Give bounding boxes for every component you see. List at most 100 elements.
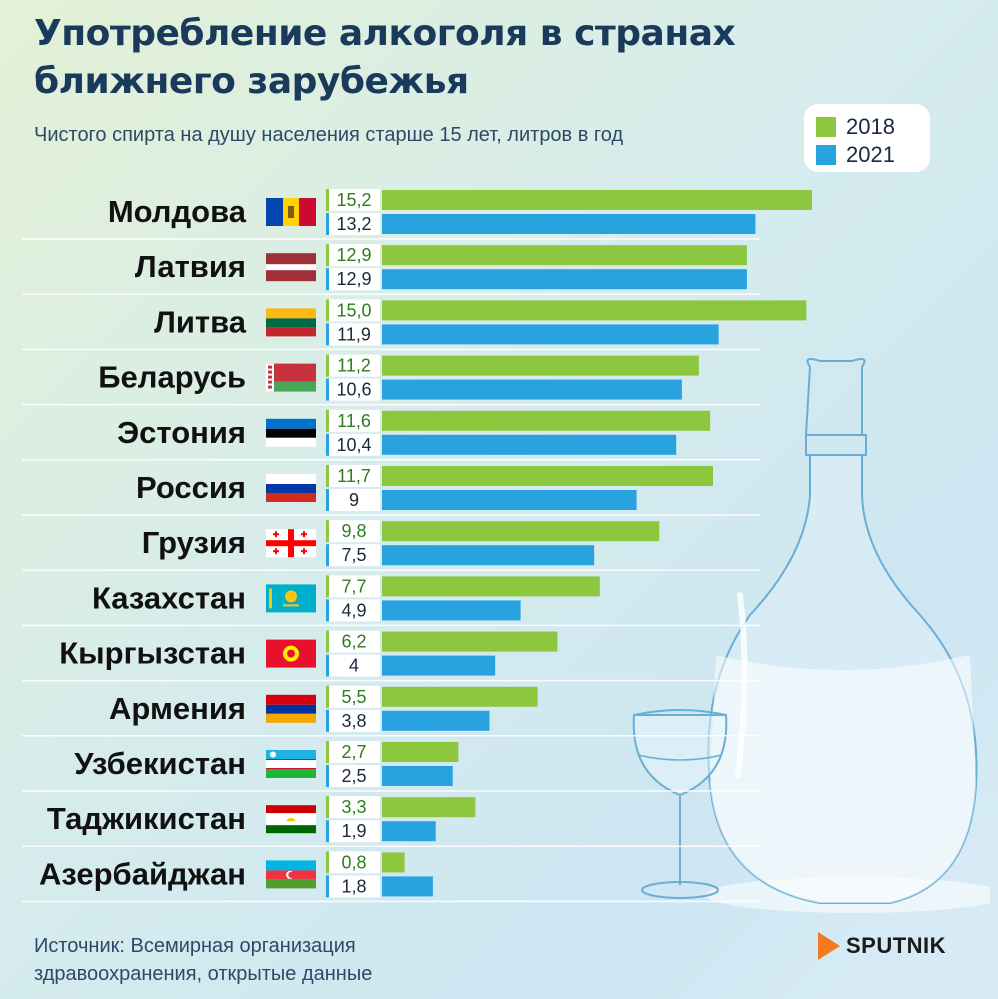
value-box <box>326 465 380 487</box>
bar-2018-belarus <box>382 355 699 376</box>
value-box <box>326 709 380 732</box>
flag-russia-icon <box>266 474 316 502</box>
bar-2018-latvia <box>382 245 747 266</box>
bar-2018-azerbaijan <box>382 852 405 873</box>
legend-item-2021: 2021 <box>816 142 895 167</box>
value-label-2018: 15,0 <box>336 300 371 320</box>
value-box-accent <box>326 268 329 291</box>
country-row-kyrgyzstan: Кыргызстан 6,2 4 <box>22 630 760 682</box>
value-label-2018: 2,7 <box>341 742 366 762</box>
country-label: Армения <box>109 691 246 726</box>
value-box-accent <box>326 575 329 598</box>
value-box <box>326 796 380 819</box>
country-label: Узбекистан <box>74 746 246 781</box>
flag-lithuania-icon <box>266 308 316 337</box>
bar-2021-latvia <box>382 269 747 290</box>
value-box-accent <box>326 409 329 432</box>
bar-2018-uzbekistan <box>382 742 459 762</box>
country-row-russia: Россия 11,7 9 <box>22 465 760 516</box>
value-label-2018: 11,2 <box>337 356 371 376</box>
value-box-accent <box>326 875 329 898</box>
brand-name: SPUTNIK <box>846 933 947 958</box>
value-label-2021: 11,9 <box>337 324 371 344</box>
bar-2021-georgia <box>382 545 595 566</box>
bar-2018-georgia <box>382 521 660 542</box>
country-row-uzbekistan: Узбекистан 2,7 2,5 <box>22 741 760 792</box>
country-label: Россия <box>136 470 246 505</box>
country-row-belarus: Беларусь 11,2 10,6 <box>22 354 760 406</box>
bar-2021-estonia <box>382 434 677 455</box>
country-label: Эстония <box>117 415 246 450</box>
country-row-tajikistan: Таджикистан 3,3 1,9 <box>22 796 760 847</box>
country-row-georgia: Грузия 9,8 7,5 <box>22 520 760 571</box>
value-box-accent <box>326 654 329 677</box>
value-box <box>326 741 380 763</box>
bar-2018-kazakhstan <box>382 576 600 597</box>
country-row-lithuania: Литва 15,0 11,9 <box>22 299 807 351</box>
country-row-armenia: Армения 5,5 3,8 <box>22 685 760 737</box>
value-label-2021: 4 <box>349 656 359 676</box>
value-box <box>326 851 380 874</box>
country-label: Грузия <box>142 525 246 560</box>
value-label-2018: 11,6 <box>337 411 371 431</box>
flag-georgia-icon <box>266 529 316 558</box>
country-row-kazakhstan: Казахстан 7,7 4,9 <box>22 575 760 627</box>
country-label: Азербайджан <box>39 856 246 891</box>
bar-2018-lithuania <box>382 300 807 321</box>
brand-logo: SPUTNIK <box>818 932 946 960</box>
country-label: Таджикистан <box>47 801 246 836</box>
legend-item-2018: 2018 <box>816 114 895 139</box>
source-line-1: Источник: Всемирная организация <box>34 935 356 957</box>
bar-2021-azerbaijan <box>382 876 433 897</box>
value-label-2021: 9 <box>349 490 359 510</box>
legend-label-2021: 2021 <box>846 142 895 167</box>
value-box-accent <box>326 354 329 377</box>
value-box-accent <box>326 544 329 567</box>
value-box <box>326 354 380 377</box>
value-box <box>326 244 380 267</box>
flag-belarus-icon <box>266 363 316 392</box>
value-box-accent <box>326 796 329 819</box>
value-label-2021: 12,9 <box>336 269 371 289</box>
value-box-accent <box>326 851 329 874</box>
value-box-accent <box>326 433 329 456</box>
value-box-accent <box>326 820 329 843</box>
bottle-illustration <box>632 358 990 913</box>
value-label-2021: 10,4 <box>336 435 371 455</box>
value-box <box>326 820 380 843</box>
value-box <box>326 630 380 653</box>
flag-kazakhstan-icon <box>266 584 316 613</box>
bar-2021-tajikistan <box>382 821 436 842</box>
flag-estonia-icon <box>266 418 316 447</box>
flag-armenia-icon <box>266 694 316 723</box>
country-row-estonia: Эстония 11,6 10,4 <box>22 409 760 461</box>
value-box-accent <box>326 489 329 511</box>
value-label-2018: 15,2 <box>336 190 371 210</box>
value-label-2021: 2,5 <box>341 766 366 786</box>
title-line-2: ближнего зарубежья <box>34 61 469 102</box>
country-label: Кыргызстан <box>59 636 246 671</box>
bar-2018-russia <box>382 466 713 486</box>
bar-2021-armenia <box>382 710 490 731</box>
value-label-2018: 7,7 <box>341 576 366 596</box>
flag-moldova-icon <box>266 198 316 226</box>
value-box <box>326 875 380 898</box>
value-label-2018: 0,8 <box>341 852 366 872</box>
bar-2021-belarus <box>382 379 682 400</box>
value-box <box>326 323 380 346</box>
country-row-moldova: Молдова 15,2 13,2 <box>22 189 812 240</box>
value-label-2021: 1,9 <box>341 821 366 841</box>
value-box <box>326 544 380 567</box>
value-box-accent <box>326 709 329 732</box>
value-box-accent <box>326 630 329 653</box>
value-label-2021: 7,5 <box>341 545 366 565</box>
value-box-accent <box>326 378 329 401</box>
value-box <box>326 654 380 677</box>
value-box <box>326 489 380 511</box>
bar-2018-kyrgyzstan <box>382 631 558 652</box>
flag-tajikistan-icon <box>266 805 316 834</box>
country-label: Беларусь <box>98 360 246 395</box>
value-box <box>326 520 380 543</box>
country-label: Казахстан <box>92 580 246 615</box>
